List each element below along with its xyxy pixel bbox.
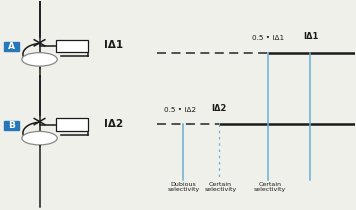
Bar: [56, 118, 88, 131]
Bar: [4, 121, 19, 130]
Ellipse shape: [22, 131, 57, 145]
Text: Certain
selectivity: Certain selectivity: [254, 182, 286, 193]
Text: 0.5 • IΔ1: 0.5 • IΔ1: [252, 35, 284, 41]
Text: IΔ1: IΔ1: [303, 32, 318, 41]
Text: Dubious
selectivity: Dubious selectivity: [167, 182, 199, 193]
Text: B: B: [8, 121, 15, 130]
Text: IΔ2: IΔ2: [211, 104, 226, 113]
Ellipse shape: [22, 53, 57, 66]
Bar: [4, 42, 19, 51]
Text: A: A: [8, 42, 15, 51]
Bar: [56, 40, 88, 52]
Text: 0.5 • IΔ2: 0.5 • IΔ2: [164, 107, 196, 113]
Text: IΔ1: IΔ1: [104, 40, 123, 50]
Text: Certain
selectivity: Certain selectivity: [204, 182, 236, 193]
Text: IΔ2: IΔ2: [104, 119, 123, 129]
